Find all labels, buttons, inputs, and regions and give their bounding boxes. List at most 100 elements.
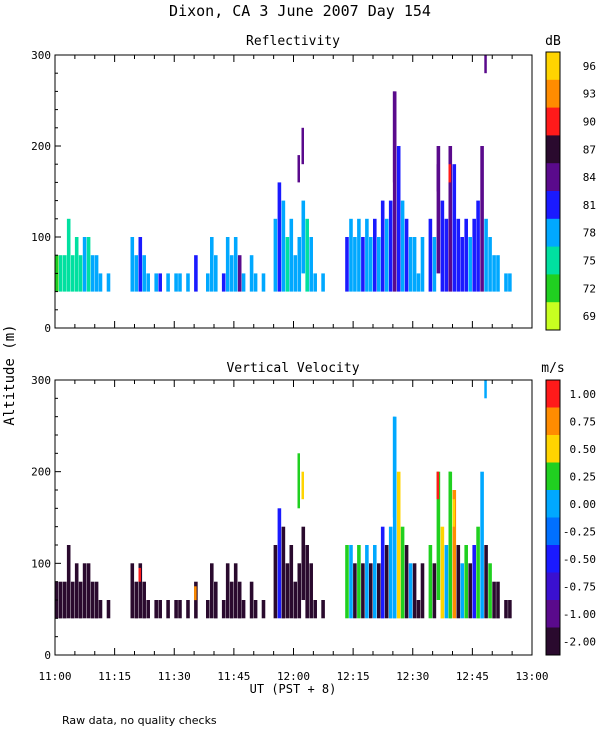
data-column <box>464 545 468 619</box>
x-tick-label: 11:45 <box>217 670 250 683</box>
data-column <box>460 563 464 619</box>
data-column <box>134 255 139 292</box>
data-column <box>233 563 238 619</box>
data-column <box>416 273 421 292</box>
data-echo <box>392 91 396 183</box>
data-column <box>186 273 190 292</box>
data-column <box>194 255 198 292</box>
data-column <box>253 273 258 292</box>
x-tick-label: 11:00 <box>38 670 71 683</box>
data-column <box>408 563 413 619</box>
colorbar-label: -2.00 <box>563 635 596 648</box>
data-column <box>504 273 508 292</box>
data-column <box>285 563 290 619</box>
colorbar-label: 93 <box>583 88 596 101</box>
velocity-data <box>55 380 512 619</box>
data-column <box>400 200 405 292</box>
data-column <box>210 237 214 292</box>
colorbar-label: -0.50 <box>563 553 596 566</box>
data-column <box>281 526 286 619</box>
data-column <box>301 526 306 600</box>
data-column <box>273 545 278 619</box>
data-column <box>241 600 246 619</box>
data-column <box>210 563 214 619</box>
y-tick-label: 300 <box>31 374 51 387</box>
colorbar-swatch <box>546 135 560 164</box>
data-column <box>154 600 158 619</box>
x-tick-label: 11:15 <box>98 670 131 683</box>
colorbar-swatch <box>546 79 560 109</box>
data-column <box>86 563 91 619</box>
data-column <box>90 581 95 619</box>
y-tick-label: 0 <box>44 322 51 335</box>
data-column <box>82 563 87 619</box>
data-column <box>476 526 480 619</box>
data-column <box>106 273 111 292</box>
data-column <box>174 273 178 292</box>
data-column <box>237 255 242 292</box>
data-column <box>400 526 405 619</box>
data-column <box>309 563 313 619</box>
data-column <box>428 218 433 292</box>
data-column <box>484 218 488 292</box>
data-column <box>480 146 484 292</box>
data-column <box>357 545 361 619</box>
data-column <box>365 218 369 292</box>
velocity-colorbar-unit: m/s <box>541 361 564 376</box>
x-tick-labels: 11:00 11:15 11:30 11:45 12:00 12:15 12:30 12:45… <box>38 670 548 683</box>
x-tick-label: 12:00 <box>277 670 310 683</box>
data-column <box>444 218 449 292</box>
data-column <box>285 237 290 292</box>
colorbar-label: 0.50 <box>570 443 597 456</box>
data-column <box>420 237 425 292</box>
data-column <box>384 218 389 292</box>
data-column <box>420 563 425 619</box>
y-tick-label: 100 <box>31 231 51 244</box>
colorbar-swatch <box>546 462 560 491</box>
colorbar-frame <box>545 379 561 656</box>
colorbar-label: 84 <box>583 171 597 184</box>
data-column <box>221 600 226 619</box>
data-column <box>59 255 63 292</box>
colorbar-label: -0.75 <box>563 580 596 593</box>
data-column <box>106 600 111 619</box>
data-column <box>484 545 488 619</box>
data-column <box>301 200 306 274</box>
data-echo <box>138 567 141 582</box>
data-column <box>166 273 170 292</box>
data-column <box>253 600 258 619</box>
reflectivity-panel: Reflectivity 0 100 200 300 dB 96 93 90 87 84 81 7… <box>31 34 596 335</box>
data-column <box>444 545 449 619</box>
colorbar-label: 0.25 <box>570 470 597 483</box>
x-tick-label: 11:30 <box>158 670 191 683</box>
data-column <box>214 255 218 292</box>
data-column <box>416 600 421 619</box>
data-column <box>448 146 453 292</box>
data-column <box>377 237 381 292</box>
data-column <box>221 273 226 292</box>
data-column <box>63 255 67 292</box>
data-column <box>369 237 373 292</box>
data-column <box>488 563 492 619</box>
colorbar-label: 75 <box>583 255 596 268</box>
colorbar-label: 1.00 <box>570 388 597 401</box>
data-column <box>293 255 298 292</box>
data-echo <box>436 164 440 192</box>
data-echo <box>297 453 300 509</box>
colorbar-swatch <box>546 107 560 136</box>
data-column <box>233 237 238 292</box>
data-column <box>365 545 369 619</box>
colorbar-swatch <box>546 407 560 436</box>
data-column <box>357 218 361 292</box>
data-column <box>452 164 457 292</box>
data-column <box>146 273 150 292</box>
data-column <box>206 273 210 292</box>
data-column <box>70 581 75 619</box>
data-column <box>82 237 87 292</box>
data-column <box>174 600 178 619</box>
data-column <box>436 471 441 600</box>
data-column <box>313 600 317 619</box>
data-column <box>508 273 512 292</box>
data-column <box>448 471 453 619</box>
data-column <box>412 237 417 292</box>
